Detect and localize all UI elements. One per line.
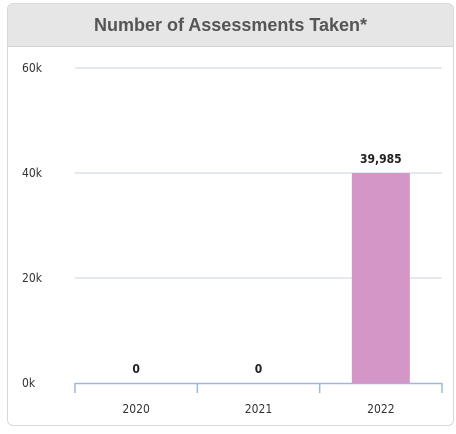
data-label: 39,985 bbox=[360, 152, 402, 166]
y-tick-label: 20k bbox=[22, 271, 43, 285]
x-tick-label: 2021 bbox=[245, 402, 272, 416]
y-tick-label: 0k bbox=[22, 376, 36, 390]
x-tick-label: 2022 bbox=[367, 402, 394, 416]
chart-title: Number of Assessments Taken* bbox=[93, 14, 368, 35]
y-tick-label: 60k bbox=[22, 61, 43, 75]
data-label: 0 bbox=[255, 362, 263, 376]
x-tick-label: 2020 bbox=[122, 402, 150, 416]
y-tick-label: 40k bbox=[22, 166, 43, 180]
chart-header: Number of Assessments Taken* bbox=[8, 4, 453, 47]
bar bbox=[351, 173, 410, 383]
data-label: 0 bbox=[132, 362, 140, 376]
